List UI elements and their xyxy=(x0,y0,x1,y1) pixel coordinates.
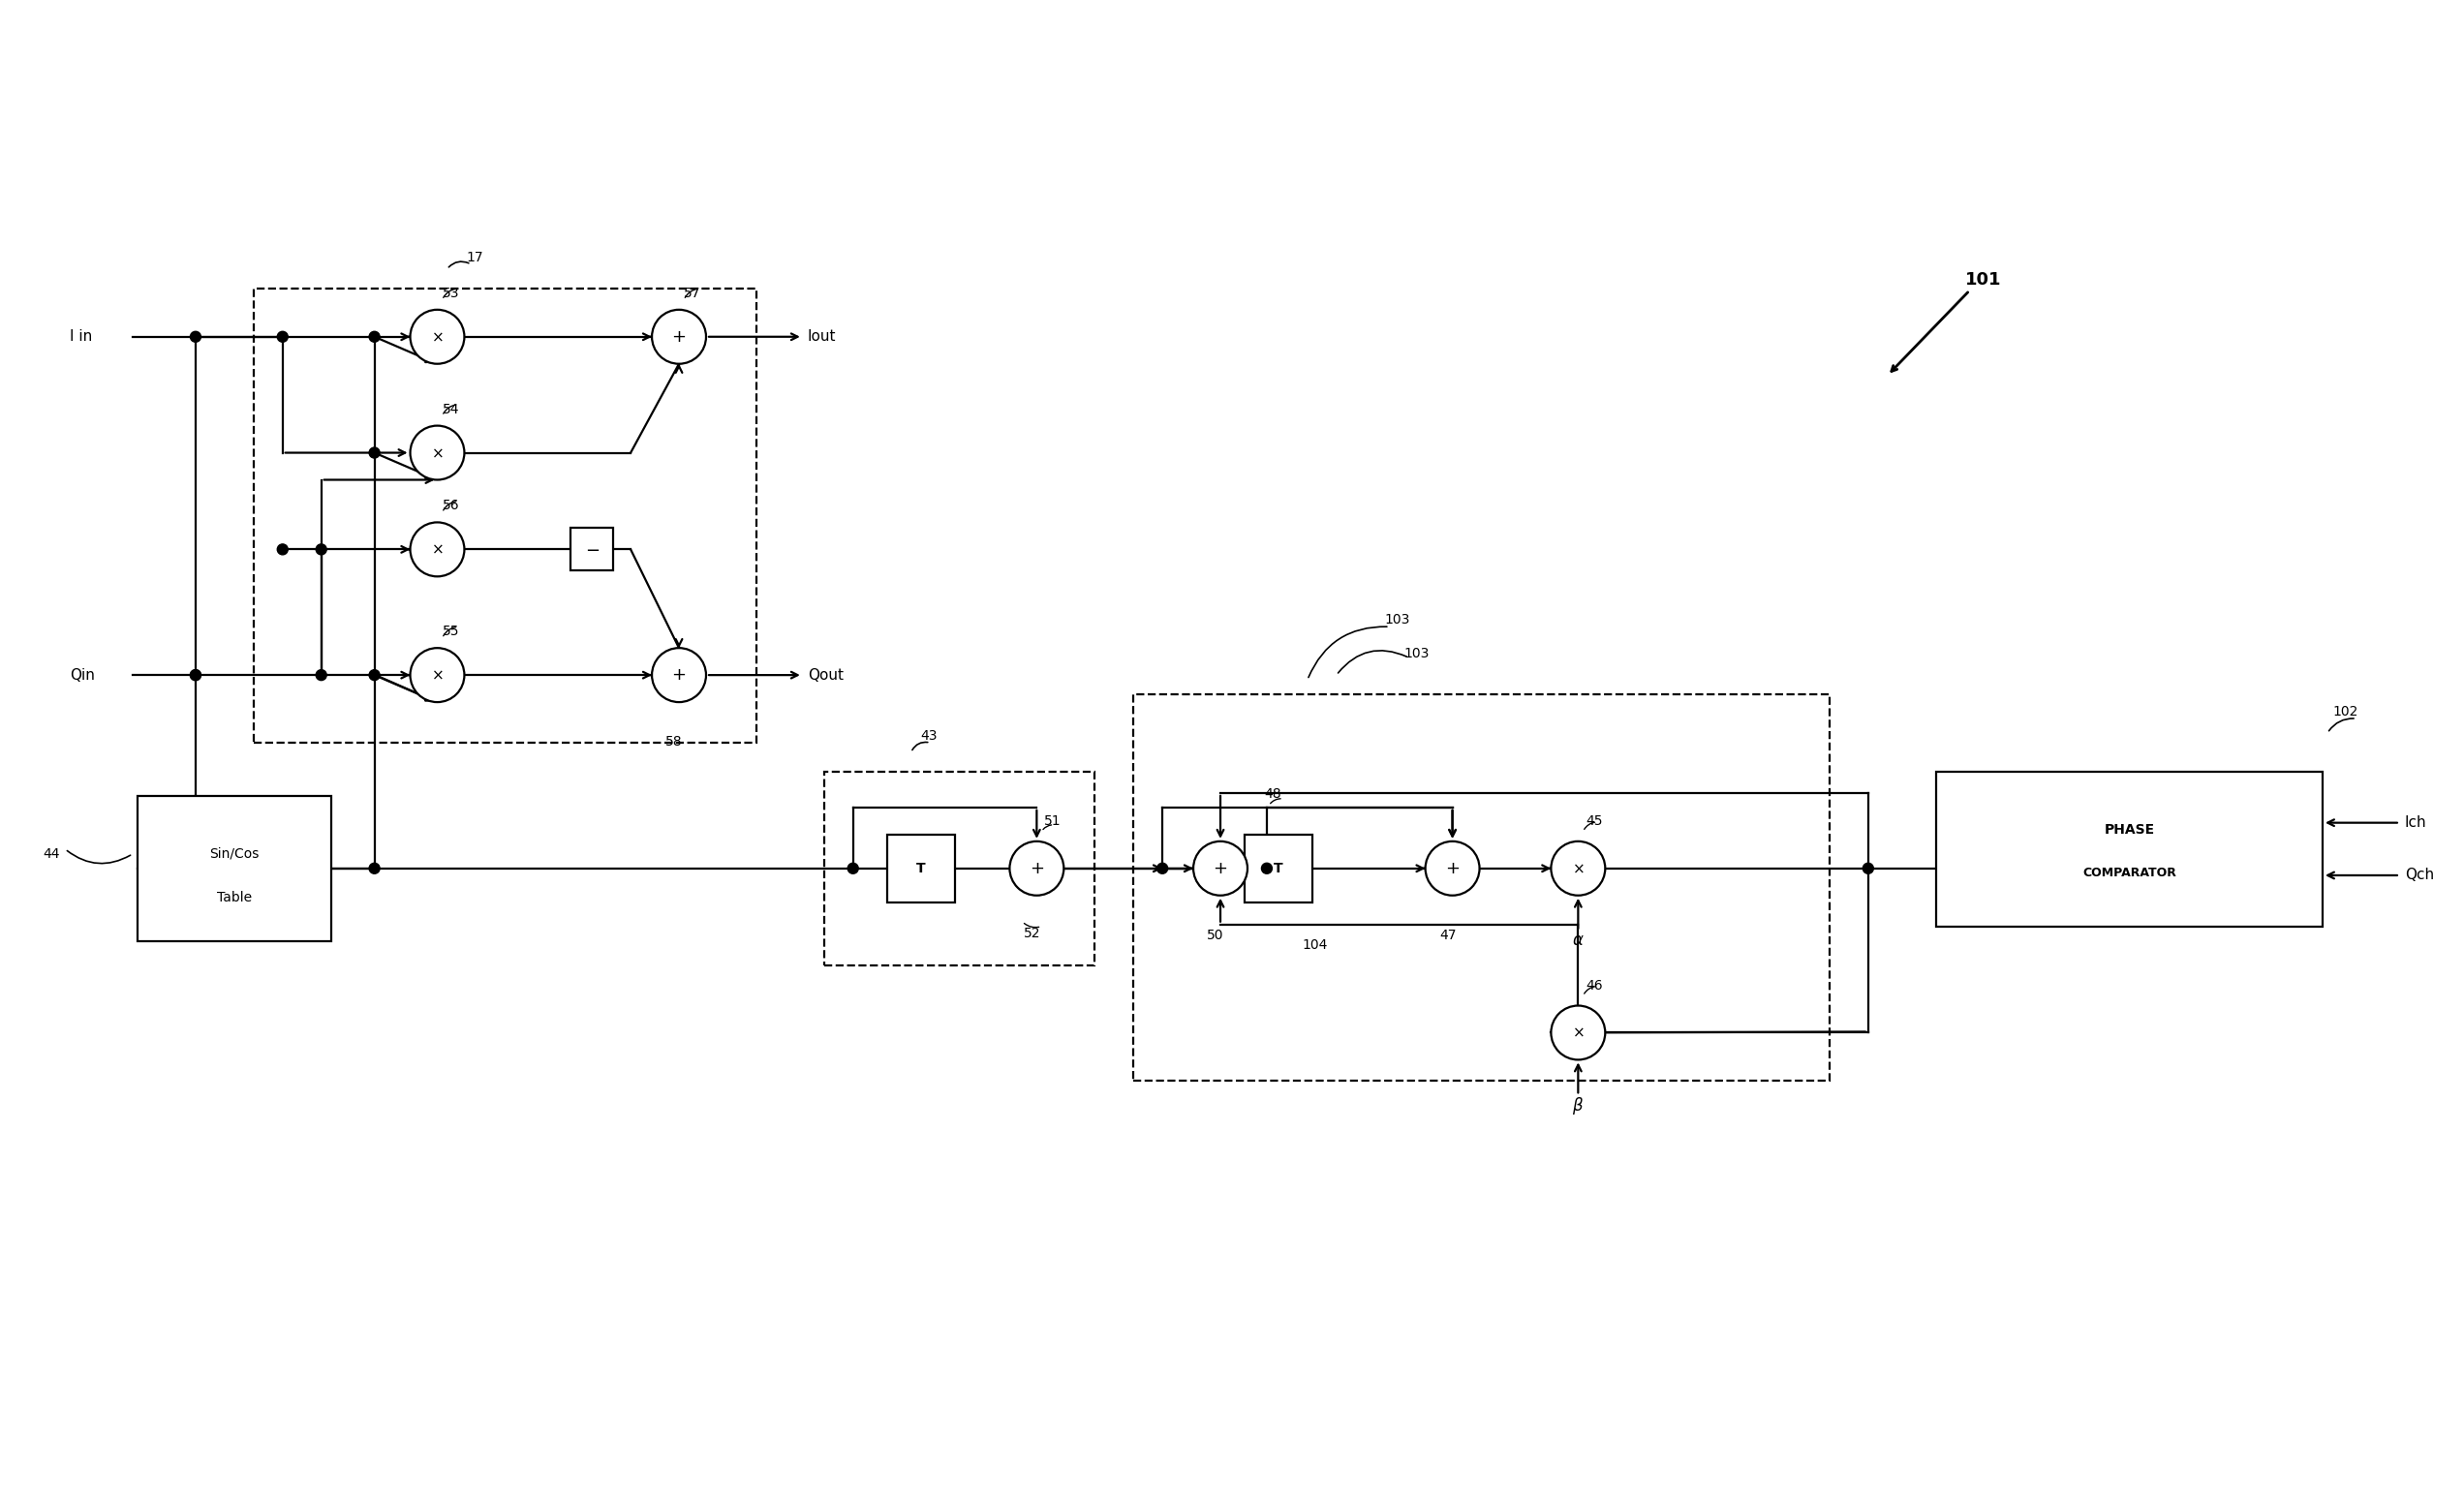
Text: $+$: $+$ xyxy=(673,328,687,346)
Text: Qch: Qch xyxy=(2405,867,2434,882)
Text: $+$: $+$ xyxy=(1212,860,1227,878)
Text: 52: 52 xyxy=(1023,926,1040,939)
Circle shape xyxy=(190,670,202,680)
Text: 58: 58 xyxy=(665,736,683,749)
Text: T: T xyxy=(917,861,926,875)
Text: 56: 56 xyxy=(441,499,458,512)
Circle shape xyxy=(1424,842,1478,896)
Text: I in: I in xyxy=(69,330,94,345)
Circle shape xyxy=(278,331,288,342)
Text: $\times$: $\times$ xyxy=(1572,1026,1584,1040)
Circle shape xyxy=(278,544,288,554)
Text: PHASE: PHASE xyxy=(2104,822,2154,836)
Circle shape xyxy=(1010,842,1064,896)
Text: 57: 57 xyxy=(685,286,700,300)
Text: 46: 46 xyxy=(1587,978,1604,992)
Text: 47: 47 xyxy=(1439,929,1456,942)
Circle shape xyxy=(1550,842,1604,896)
Circle shape xyxy=(409,425,463,479)
Text: Table: Table xyxy=(217,891,251,905)
Text: $+$: $+$ xyxy=(1444,860,1459,878)
Text: 101: 101 xyxy=(1964,271,2001,289)
Text: 102: 102 xyxy=(2333,706,2358,719)
Text: 48: 48 xyxy=(1264,786,1281,801)
Text: $+$: $+$ xyxy=(673,667,687,683)
Bar xyxy=(138,795,330,941)
Circle shape xyxy=(370,331,379,342)
Circle shape xyxy=(315,670,328,680)
Text: $\times$: $\times$ xyxy=(431,330,444,345)
Text: $\times$: $\times$ xyxy=(1572,861,1584,876)
Text: $+$: $+$ xyxy=(1030,860,1045,878)
Circle shape xyxy=(370,448,379,458)
Circle shape xyxy=(653,649,707,703)
Circle shape xyxy=(190,670,202,680)
Text: $\alpha$: $\alpha$ xyxy=(1572,932,1584,948)
Text: 53: 53 xyxy=(441,286,458,300)
Circle shape xyxy=(1158,863,1168,873)
Text: 17: 17 xyxy=(466,250,483,264)
Circle shape xyxy=(409,310,463,364)
Text: $\times$: $\times$ xyxy=(431,542,444,557)
Circle shape xyxy=(1262,863,1271,873)
Text: 55: 55 xyxy=(441,625,458,638)
Text: 43: 43 xyxy=(922,730,939,743)
Circle shape xyxy=(1193,842,1247,896)
Text: Sin/Cos: Sin/Cos xyxy=(209,846,259,861)
Text: Iout: Iout xyxy=(808,330,835,345)
Text: $\times$: $\times$ xyxy=(431,445,444,460)
Circle shape xyxy=(653,310,707,364)
Text: 44: 44 xyxy=(44,846,59,861)
Text: Ich: Ich xyxy=(2405,815,2427,830)
Text: 54: 54 xyxy=(441,403,458,416)
Text: 104: 104 xyxy=(1303,938,1328,951)
Bar xyxy=(572,529,614,571)
Text: Qout: Qout xyxy=(808,668,843,682)
Text: $\beta$: $\beta$ xyxy=(1572,1095,1584,1118)
Bar xyxy=(1937,771,2324,926)
Text: $\times$: $\times$ xyxy=(431,668,444,682)
Circle shape xyxy=(370,670,379,680)
Circle shape xyxy=(315,544,328,554)
Circle shape xyxy=(1550,1005,1604,1059)
Text: 45: 45 xyxy=(1587,815,1602,828)
Circle shape xyxy=(409,523,463,577)
Text: 103: 103 xyxy=(1385,613,1409,626)
Bar xyxy=(823,771,1094,965)
Text: 51: 51 xyxy=(1045,815,1062,828)
Text: 50: 50 xyxy=(1207,929,1225,942)
Text: Qin: Qin xyxy=(69,668,96,682)
Text: COMPARATOR: COMPARATOR xyxy=(2082,867,2176,879)
Circle shape xyxy=(1863,863,1873,873)
Bar xyxy=(887,834,954,902)
Circle shape xyxy=(409,649,463,703)
Circle shape xyxy=(848,863,857,873)
Bar xyxy=(1133,695,1828,1082)
Circle shape xyxy=(370,863,379,873)
Bar xyxy=(254,289,756,743)
Bar xyxy=(1244,834,1313,902)
Circle shape xyxy=(190,331,202,342)
Text: 103: 103 xyxy=(1404,647,1429,661)
Text: T: T xyxy=(1274,861,1284,875)
Text: $-$: $-$ xyxy=(584,541,599,559)
